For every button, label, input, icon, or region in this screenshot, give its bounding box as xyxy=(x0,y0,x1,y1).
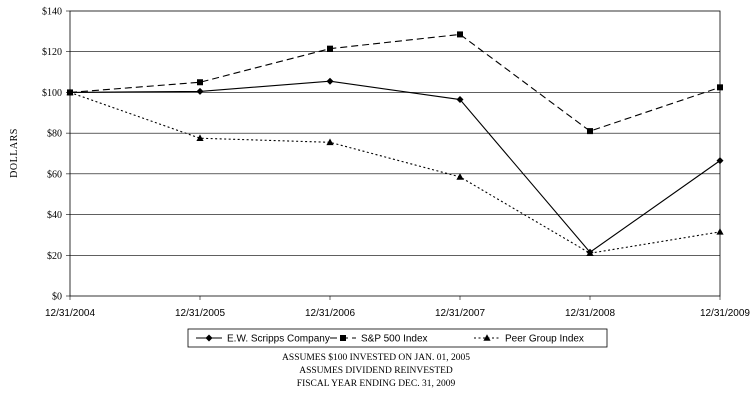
plot-area-border xyxy=(69,10,721,297)
legend-marker xyxy=(340,335,346,341)
data-point xyxy=(456,96,464,104)
data-point xyxy=(717,84,723,91)
x-tick-label: 12/31/2009 xyxy=(700,308,750,319)
data-point xyxy=(587,128,593,135)
grid-lines xyxy=(70,51,720,256)
data-point xyxy=(716,228,724,235)
legend-label: S&P 500 Index xyxy=(361,334,428,345)
footnote-fiscal-year: FISCAL YEAR ENDING DEC. 31, 2009 xyxy=(296,379,456,389)
data-point xyxy=(327,45,333,52)
footnote-investment: ASSUMES $100 INVESTED ON JAN. 01, 2005 xyxy=(282,353,470,363)
data-point xyxy=(457,31,463,38)
data-point xyxy=(196,134,204,142)
legend: E.W. Scripps Company S&P 500 Index Peer Gr… xyxy=(187,328,608,348)
y-tick-label: $60 xyxy=(47,169,62,180)
legend-marker xyxy=(205,334,213,342)
legend-label: Peer Group Index xyxy=(505,334,584,345)
series-line xyxy=(69,33,721,132)
data-point xyxy=(456,173,464,180)
series-diamond xyxy=(66,77,724,256)
data-point xyxy=(196,87,204,95)
y-axis-label: DOLLARS xyxy=(9,128,20,178)
footnotes: ASSUMES $100 INVESTED ON JAN. 01, 2005 A… xyxy=(0,352,752,391)
data-point xyxy=(66,88,74,96)
x-tick-label: 12/31/2004 xyxy=(45,308,95,319)
x-axis-tick-labels: 12/31/2004 12/31/2005 12/31/2006 12/31/2007… xyxy=(45,296,750,319)
legend-label: E.W. Scripps Company xyxy=(227,334,330,345)
y-tick-label: $20 xyxy=(47,251,62,262)
y-tick-label: $0 xyxy=(52,292,62,303)
performance-chart: $0$20$40$60$80$100$120$140 12/31/2004 12/… xyxy=(9,7,750,348)
data-point xyxy=(716,157,724,165)
x-tick-label: 12/31/2008 xyxy=(565,308,615,319)
y-tick-label: $40 xyxy=(47,210,62,221)
data-series xyxy=(66,31,724,257)
series-triangle xyxy=(66,88,724,257)
data-point xyxy=(326,77,334,85)
y-tick-label: $120 xyxy=(42,47,62,58)
footnote-dividend: ASSUMES DIVIDEND REINVESTED xyxy=(299,366,453,376)
x-tick-label: 12/31/2006 xyxy=(305,308,355,319)
data-point xyxy=(586,249,594,257)
series-line xyxy=(69,80,721,253)
y-tick-label: $100 xyxy=(42,88,62,99)
x-tick-label: 12/31/2005 xyxy=(175,308,225,319)
series-square xyxy=(67,31,723,135)
y-tick-label: $80 xyxy=(47,129,62,140)
legend-box xyxy=(187,328,608,348)
legend-marker xyxy=(483,334,491,341)
y-axis-tick-labels: $0 $20 $40 $60 $80 $100 $120 $140 xyxy=(42,7,70,303)
data-point xyxy=(197,79,203,86)
x-tick-label: 12/31/2007 xyxy=(435,308,485,319)
y-tick-label: $140 xyxy=(42,7,62,18)
data-point xyxy=(326,138,334,146)
